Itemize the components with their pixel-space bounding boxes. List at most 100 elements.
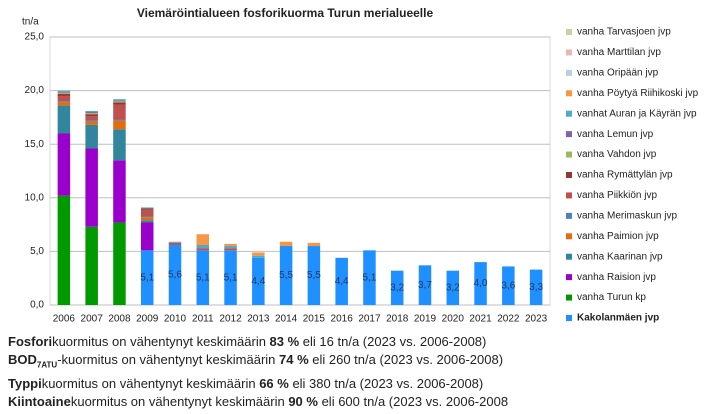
bar-segment <box>140 220 154 223</box>
bar-segment <box>85 226 98 305</box>
data-label: 3,7 <box>418 280 432 291</box>
bar-segment <box>224 250 237 305</box>
data-label: 4,4 <box>251 276 265 287</box>
y-tick-label: 5,0 <box>30 246 44 257</box>
note-tail: eli 380 tn/a (2023 vs. 2006-2008) <box>288 375 484 391</box>
data-label: 3,3 <box>529 282 543 293</box>
bar-segment <box>113 222 126 305</box>
note-percent: 83 % <box>269 334 300 349</box>
data-label: 5,1 <box>224 272 238 283</box>
bar-segment <box>113 99 126 101</box>
x-tick-label: 2020 <box>442 314 465 325</box>
y-tick-label: 10,0 <box>25 192 45 203</box>
notes: Fosforikuormitus on vähentynyt keskimäär… <box>8 333 508 411</box>
x-tick-label: 2012 <box>219 314 242 325</box>
bar-segment <box>140 217 154 221</box>
legend-label: vanha Raision jvp <box>577 272 656 283</box>
bar-segment <box>224 248 237 251</box>
note-lead: BOD <box>8 352 37 367</box>
bar-segment <box>85 120 98 122</box>
bar-segment <box>335 257 348 305</box>
data-label: 4,0 <box>474 278 488 289</box>
bar-segment <box>529 269 543 305</box>
note-subscript: 7ATU <box>36 360 58 370</box>
bar-segment <box>168 244 182 305</box>
bar-segment <box>57 133 71 196</box>
note-percent: 74 % <box>279 352 309 367</box>
legend-label: vanha Oripään jvp <box>577 67 659 78</box>
x-tick-label: 2009 <box>136 314 159 325</box>
note-lead: Typpi <box>8 375 42 391</box>
chart-title: Viemäröintialueen fosforikuorma Turun me… <box>137 6 434 20</box>
bar-segment <box>85 114 98 117</box>
x-tick-label: 2021 <box>469 314 492 325</box>
x-tick-label: 2013 <box>247 314 270 325</box>
bar-segment <box>113 129 126 161</box>
bar-segment <box>57 102 71 106</box>
bar-segment <box>140 216 154 218</box>
legend-label: vanha Lemun jvp <box>577 129 654 140</box>
bar-segment <box>196 244 210 249</box>
bar-segment <box>196 234 210 245</box>
bar-segment <box>57 101 71 103</box>
bar-segment <box>57 95 71 102</box>
legend-label: vanha Marttilan jvp <box>577 47 661 58</box>
bar-segment <box>113 104 126 120</box>
bar-segment <box>85 112 98 114</box>
x-tick-label: 2008 <box>108 314 131 325</box>
note-line: Typpikuormitus on vähentynyt keskimäärin… <box>8 375 508 393</box>
legend-label: vanha Tarvasjoen jvp <box>577 27 671 38</box>
x-tick-label: 2018 <box>386 314 409 325</box>
note-line: BOD7ATU-kuormitus on vähentynyt keskimää… <box>8 351 508 375</box>
note-lead: Kiintoaine <box>8 393 71 409</box>
bar-segment <box>57 91 71 93</box>
bar-segment <box>307 242 321 247</box>
bar-segment <box>140 250 154 305</box>
note-text: kuormitus on vähentynyt keskimäärin <box>70 393 289 409</box>
data-label: 5,5 <box>307 270 321 281</box>
legend-swatch <box>566 172 572 178</box>
bar-segment <box>390 270 404 305</box>
data-label: 3,6 <box>501 280 515 291</box>
bar-segment <box>85 121 98 125</box>
data-label: 4,4 <box>335 276 349 287</box>
bar-segment <box>140 207 154 209</box>
bar-segment <box>224 246 237 249</box>
bar-segment <box>446 270 460 305</box>
bar-segment <box>85 116 98 121</box>
x-tick-label: 2017 <box>358 314 381 325</box>
x-tick-label: 2007 <box>81 314 104 325</box>
legend-label: vanha Pöytyä Riihikoski jvp <box>577 88 699 99</box>
legend-label: Kakolanmäen jvp <box>577 313 659 324</box>
legend-swatch <box>566 90 572 97</box>
bar-segment <box>85 148 98 227</box>
legend-swatch <box>566 131 572 138</box>
legend-label: vanha Vahdon jvp <box>577 149 657 160</box>
legend-swatch <box>566 274 572 281</box>
bar-segment <box>85 110 98 113</box>
bar-segment <box>196 248 210 251</box>
bar-segment <box>168 241 182 243</box>
bar-segment <box>57 90 71 92</box>
bar-segment <box>57 195 71 305</box>
x-tick-label: 2023 <box>525 314 548 325</box>
legend-label: vanha Piikkiön jvp <box>577 190 657 201</box>
bar-segment <box>57 105 71 134</box>
legend-label: vanha Kaarinan jvp <box>577 251 663 262</box>
data-label: 5,1 <box>140 272 154 283</box>
x-tick-label: 2016 <box>331 314 354 325</box>
y-tick-label: 20,0 <box>25 85 45 96</box>
note-text: kuormitus on vähentynyt keskimäärin <box>52 334 270 349</box>
bar-segment <box>502 266 515 305</box>
bar-segment <box>363 250 376 305</box>
note-line: Fosforikuormitus on vähentynyt keskimäär… <box>8 333 508 351</box>
legend-swatch <box>566 212 572 219</box>
legend-swatch <box>566 110 572 117</box>
legend-label: vanha Turun kp <box>577 292 646 303</box>
bar-segment <box>168 242 182 245</box>
y-tick-label: 25,0 <box>25 32 45 43</box>
bar-segment <box>57 93 71 96</box>
legend-label: vanha Rymättylän jvp <box>577 170 673 181</box>
bar-segment <box>279 241 293 247</box>
